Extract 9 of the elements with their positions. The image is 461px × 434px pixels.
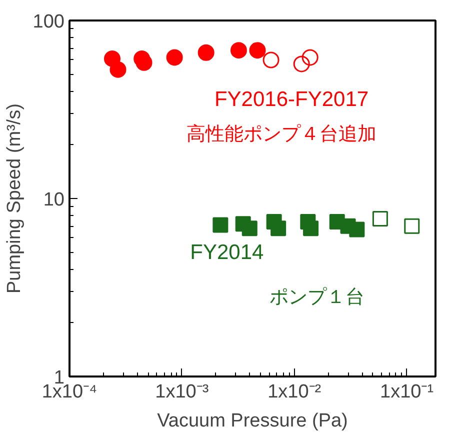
y-axis-title: Pumping Speed (m³/s) — [4, 103, 25, 294]
x-axis-title: Vacuum Pressure (Pa) — [157, 410, 348, 432]
x-tick-label: 1x10⁻³ — [155, 382, 209, 402]
y-tick-label: 100 — [32, 12, 64, 32]
x-tick-label: 1x10⁻² — [268, 382, 322, 402]
x-tick-label: 1x10⁻¹ — [380, 382, 434, 402]
series-label: FY2014 ポンプ１台 — [190, 240, 364, 308]
y-tick-label: 10 — [43, 190, 65, 210]
series-label: FY2016-FY2017 高性能ポンプ４台追加 — [186, 88, 376, 145]
